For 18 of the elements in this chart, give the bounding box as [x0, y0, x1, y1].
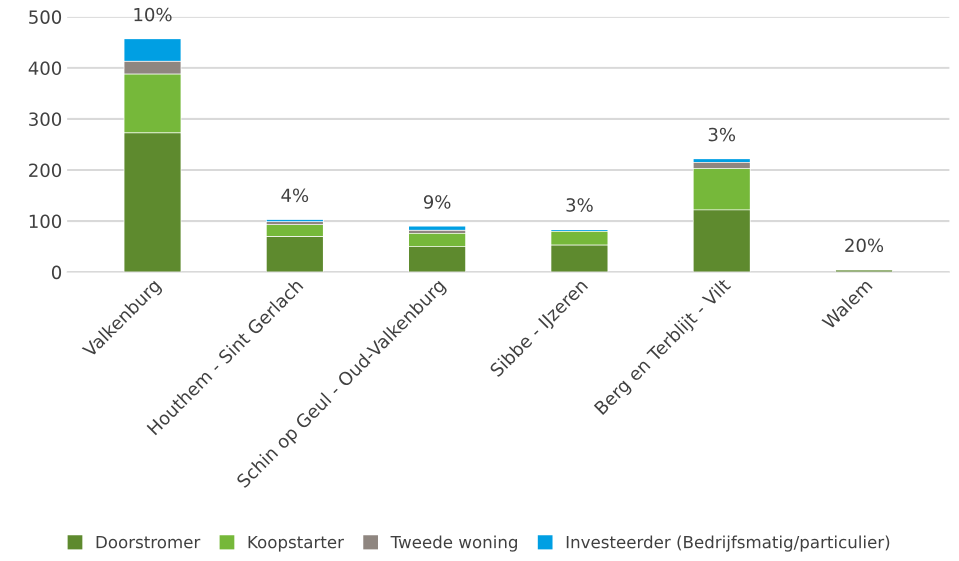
annotation: 3% — [566, 198, 593, 212]
y-tick-label: 100 — [30, 214, 62, 228]
legend-label: Doorstromer — [96, 536, 200, 548]
y-tick-label: 0 — [52, 266, 62, 280]
y-tick-label: 300 — [29, 112, 62, 126]
annotation: 20% — [845, 238, 884, 252]
bar — [408, 226, 466, 231]
legend-label: Koopstarter — [248, 536, 344, 552]
legend-label: Tweede woning — [390, 535, 517, 552]
annotation: 3% — [708, 128, 736, 142]
annotation: 9% — [424, 195, 450, 209]
annotation: 4% — [281, 188, 308, 202]
y-tick-label: 500 — [29, 10, 62, 24]
y-tick-label: 200 — [29, 163, 62, 178]
y-tick-label: 400 — [28, 61, 62, 75]
legend-label: Investeerder (Bedrijfsmatig/particulier) — [566, 535, 890, 552]
annotation: 10% — [134, 8, 172, 22]
bar — [266, 219, 324, 222]
